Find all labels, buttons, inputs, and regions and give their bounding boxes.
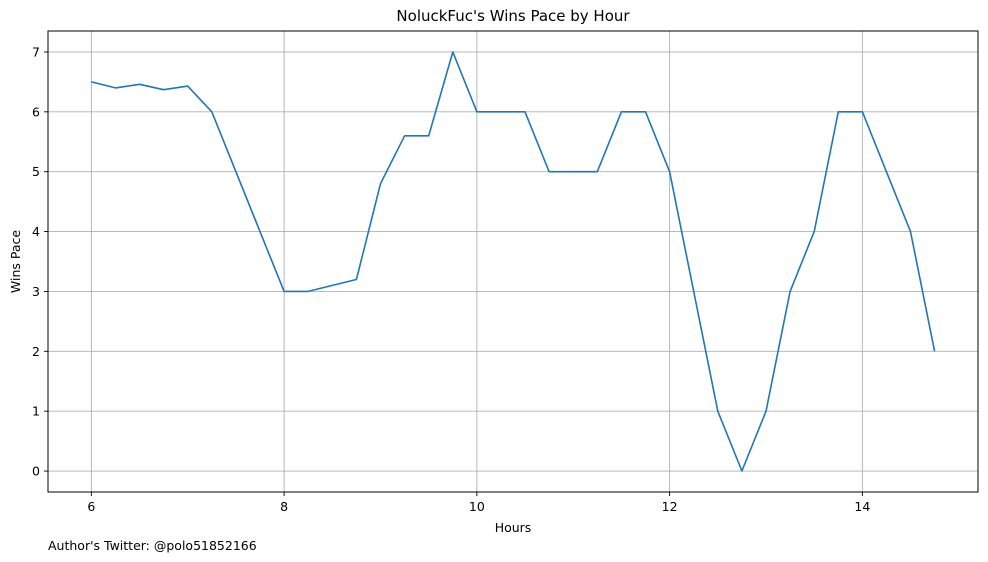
x-tick-label-0: 6	[87, 499, 95, 514]
x-axis-label: Hours	[495, 520, 532, 535]
y-tick-label-7: 7	[32, 44, 40, 59]
chart-title: NoluckFuc's Wins Pace by Hour	[396, 7, 630, 25]
x-tick-label-3: 12	[662, 499, 678, 514]
y-tick-label-3: 3	[32, 284, 40, 299]
wins-pace-line-0	[91, 51, 936, 472]
y-tick-label-2: 2	[32, 344, 40, 359]
y-tick-label-0: 0	[32, 464, 40, 479]
series	[91, 51, 936, 472]
grid	[48, 31, 978, 492]
x-tick-label-4: 14	[854, 499, 870, 514]
plot-frame	[47, 30, 979, 493]
y-axis-label: Wins Pace	[8, 230, 23, 293]
x-tick-label-1: 8	[280, 499, 288, 514]
author-twitter-footer: Author's Twitter: @polo51852166	[48, 538, 257, 553]
y-tick-label-4: 4	[32, 224, 40, 239]
y-tick-label-6: 6	[32, 104, 40, 119]
y-tick-label-1: 1	[32, 404, 40, 419]
x-tick-label-2: 10	[469, 499, 485, 514]
y-tick-label-5: 5	[32, 164, 40, 179]
